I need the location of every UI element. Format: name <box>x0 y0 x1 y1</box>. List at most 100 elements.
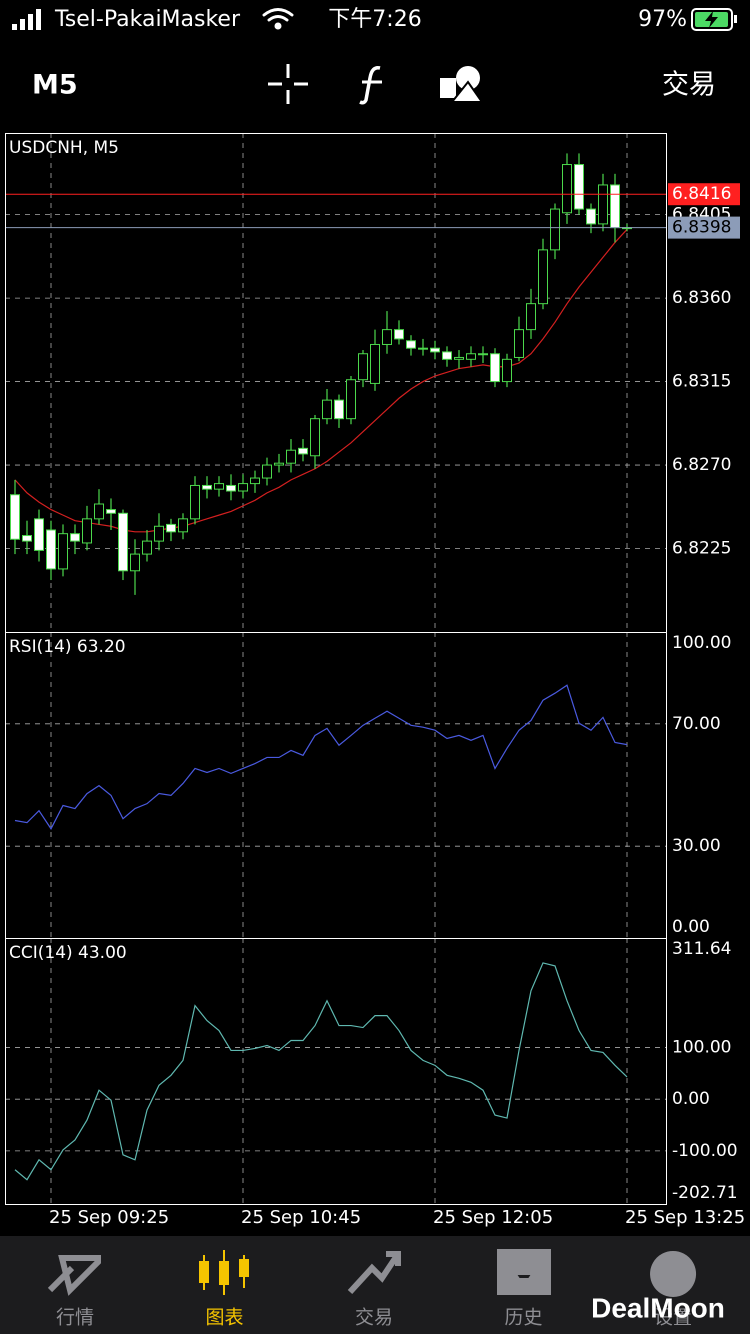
candle-body <box>46 529 56 570</box>
candle-body <box>190 484 200 520</box>
candle-body <box>346 379 356 420</box>
y-tick-label: 0.00 <box>672 1089 710 1109</box>
y-tick-label: 70.00 <box>672 714 721 734</box>
tab-icon[interactable] <box>47 1255 101 1296</box>
candle-body <box>118 512 128 572</box>
candle-body <box>454 356 464 360</box>
candle-body <box>226 484 236 492</box>
candle-body <box>82 518 92 544</box>
candle-body <box>610 184 620 229</box>
candle-body <box>406 340 416 349</box>
x-tick-label: 25 Sep 13:25 <box>625 1207 745 1228</box>
crosshair-button[interactable] <box>268 64 308 104</box>
battery-icon <box>691 8 737 31</box>
candle-body <box>358 353 368 381</box>
candle-body <box>142 540 152 555</box>
y-tick-label: 30.00 <box>672 836 721 856</box>
tab-label[interactable]: 历史 <box>504 1307 542 1329</box>
candle-body <box>394 329 404 340</box>
candle-body <box>58 533 68 570</box>
candle-body <box>262 464 272 479</box>
candle-body <box>202 484 212 490</box>
candle-body <box>322 399 332 420</box>
candle-body <box>526 303 536 331</box>
watermark: DealMoon <box>591 1292 725 1323</box>
candle-body <box>370 343 380 384</box>
indicators-button[interactable] <box>359 65 382 105</box>
signal-icon <box>12 9 41 30</box>
x-tick-label: 25 Sep 10:45 <box>241 1207 361 1228</box>
y-tick-label: -100.00 <box>672 1141 738 1161</box>
tab-bar <box>0 1236 750 1334</box>
candle-body <box>442 351 452 360</box>
panel-title: CCI(14) 43.00 <box>9 943 127 963</box>
candle-body <box>70 533 80 542</box>
candle-body <box>598 184 608 225</box>
y-tick-label: 6.8360 <box>672 288 731 308</box>
candle-body <box>538 249 548 305</box>
candle-body <box>490 353 500 383</box>
tab-label[interactable]: 交易 <box>355 1307 393 1329</box>
price-label-box <box>668 216 740 239</box>
candle-body <box>382 329 392 345</box>
timeframe-button[interactable]: M5 <box>32 70 78 101</box>
price-label: 6.8398 <box>672 218 731 238</box>
candle-body <box>34 518 44 551</box>
candle-body <box>106 509 116 514</box>
candle-body <box>154 525 164 542</box>
objects-button[interactable] <box>440 66 484 103</box>
y-tick-label: 100.00 <box>672 1037 731 1057</box>
candle-body <box>478 353 488 356</box>
candle-body <box>550 208 560 251</box>
tab-icon[interactable] <box>497 1249 551 1295</box>
price-label: 6.8416 <box>672 184 731 204</box>
y-tick-label: 100.00 <box>672 633 731 653</box>
candle-body <box>430 347 440 353</box>
tab-label[interactable]: 图表 <box>205 1307 243 1329</box>
candle-body <box>238 483 248 492</box>
y-tick-label: 0.00 <box>672 917 710 937</box>
candle-body <box>298 447 308 455</box>
y-tick-label: -202.71 <box>672 1183 738 1203</box>
y-tick-label: 6.8270 <box>672 455 731 475</box>
tab-label[interactable]: 行情 <box>56 1307 94 1329</box>
candle-body <box>334 399 344 420</box>
x-tick-label: 25 Sep 09:25 <box>49 1207 169 1228</box>
candle-body <box>514 329 524 358</box>
candle-body <box>178 518 188 533</box>
candle-body <box>94 503 104 520</box>
tab-icon[interactable] <box>347 1251 401 1295</box>
candle-body <box>586 208 596 225</box>
candle-body <box>562 164 572 214</box>
tab-items: 行情 图表 交易 历史 设置 <box>47 1249 697 1329</box>
moving-average <box>14 229 628 533</box>
trade-button[interactable]: 交易 <box>662 70 716 101</box>
chart-frame <box>5 133 667 1205</box>
tab-label[interactable]: 设置 <box>654 1307 692 1329</box>
price-label-box <box>668 183 740 206</box>
candle-body <box>130 553 140 572</box>
candle-body <box>166 523 176 533</box>
tab-icon[interactable] <box>650 1251 697 1297</box>
battery-level: 97% <box>638 7 687 32</box>
candle-body <box>214 483 224 490</box>
candle-body <box>10 494 20 540</box>
candle-body <box>310 418 320 457</box>
panel-title: RSI(14) 63.20 <box>9 637 126 657</box>
y-tick-label: 6.8225 <box>672 539 731 559</box>
candle-body <box>274 462 284 466</box>
candle-body <box>250 477 260 485</box>
candle-body <box>22 535 32 542</box>
indicator-line <box>14 684 628 830</box>
candle-body <box>502 358 512 383</box>
y-tick-label: 311.64 <box>672 939 731 959</box>
indicator-line <box>14 962 628 1181</box>
carrier: Tsel-PakaiMasker <box>54 7 241 32</box>
candle-body <box>574 164 584 210</box>
tab-icon[interactable] <box>199 1250 249 1295</box>
x-tick-label: 25 Sep 12:05 <box>433 1207 553 1228</box>
